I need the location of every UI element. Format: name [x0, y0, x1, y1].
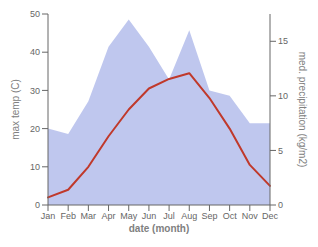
- svg-text:Oct: Oct: [223, 211, 238, 221]
- svg-text:date (month): date (month): [129, 223, 190, 234]
- svg-text:Apr: Apr: [102, 211, 116, 221]
- svg-text:May: May: [120, 211, 138, 221]
- svg-text:med. precipitation (kg/m2): med. precipitation (kg/m2): [297, 52, 308, 168]
- svg-text:10: 10: [278, 91, 288, 101]
- svg-text:15: 15: [278, 36, 288, 46]
- svg-text:0: 0: [35, 200, 40, 210]
- svg-text:0: 0: [278, 200, 283, 210]
- svg-text:Mar: Mar: [81, 211, 97, 221]
- svg-text:Jun: Jun: [142, 211, 157, 221]
- svg-text:5: 5: [278, 146, 283, 156]
- svg-text:20: 20: [30, 124, 40, 134]
- svg-text:10: 10: [30, 162, 40, 172]
- svg-text:30: 30: [30, 86, 40, 96]
- svg-text:Feb: Feb: [60, 211, 76, 221]
- svg-text:Nov: Nov: [242, 211, 259, 221]
- svg-text:Jul: Jul: [163, 211, 175, 221]
- svg-text:40: 40: [30, 47, 40, 57]
- svg-text:Jan: Jan: [41, 211, 56, 221]
- svg-text:Dec: Dec: [262, 211, 279, 221]
- svg-text:max temp (C): max temp (C): [10, 79, 21, 140]
- svg-text:Sep: Sep: [201, 211, 217, 221]
- svg-text:Aug: Aug: [181, 211, 197, 221]
- svg-text:50: 50: [30, 9, 40, 19]
